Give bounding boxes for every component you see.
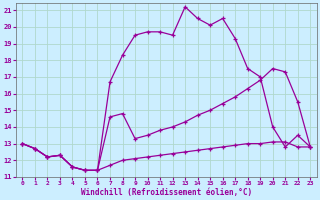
X-axis label: Windchill (Refroidissement éolien,°C): Windchill (Refroidissement éolien,°C) (81, 188, 252, 197)
